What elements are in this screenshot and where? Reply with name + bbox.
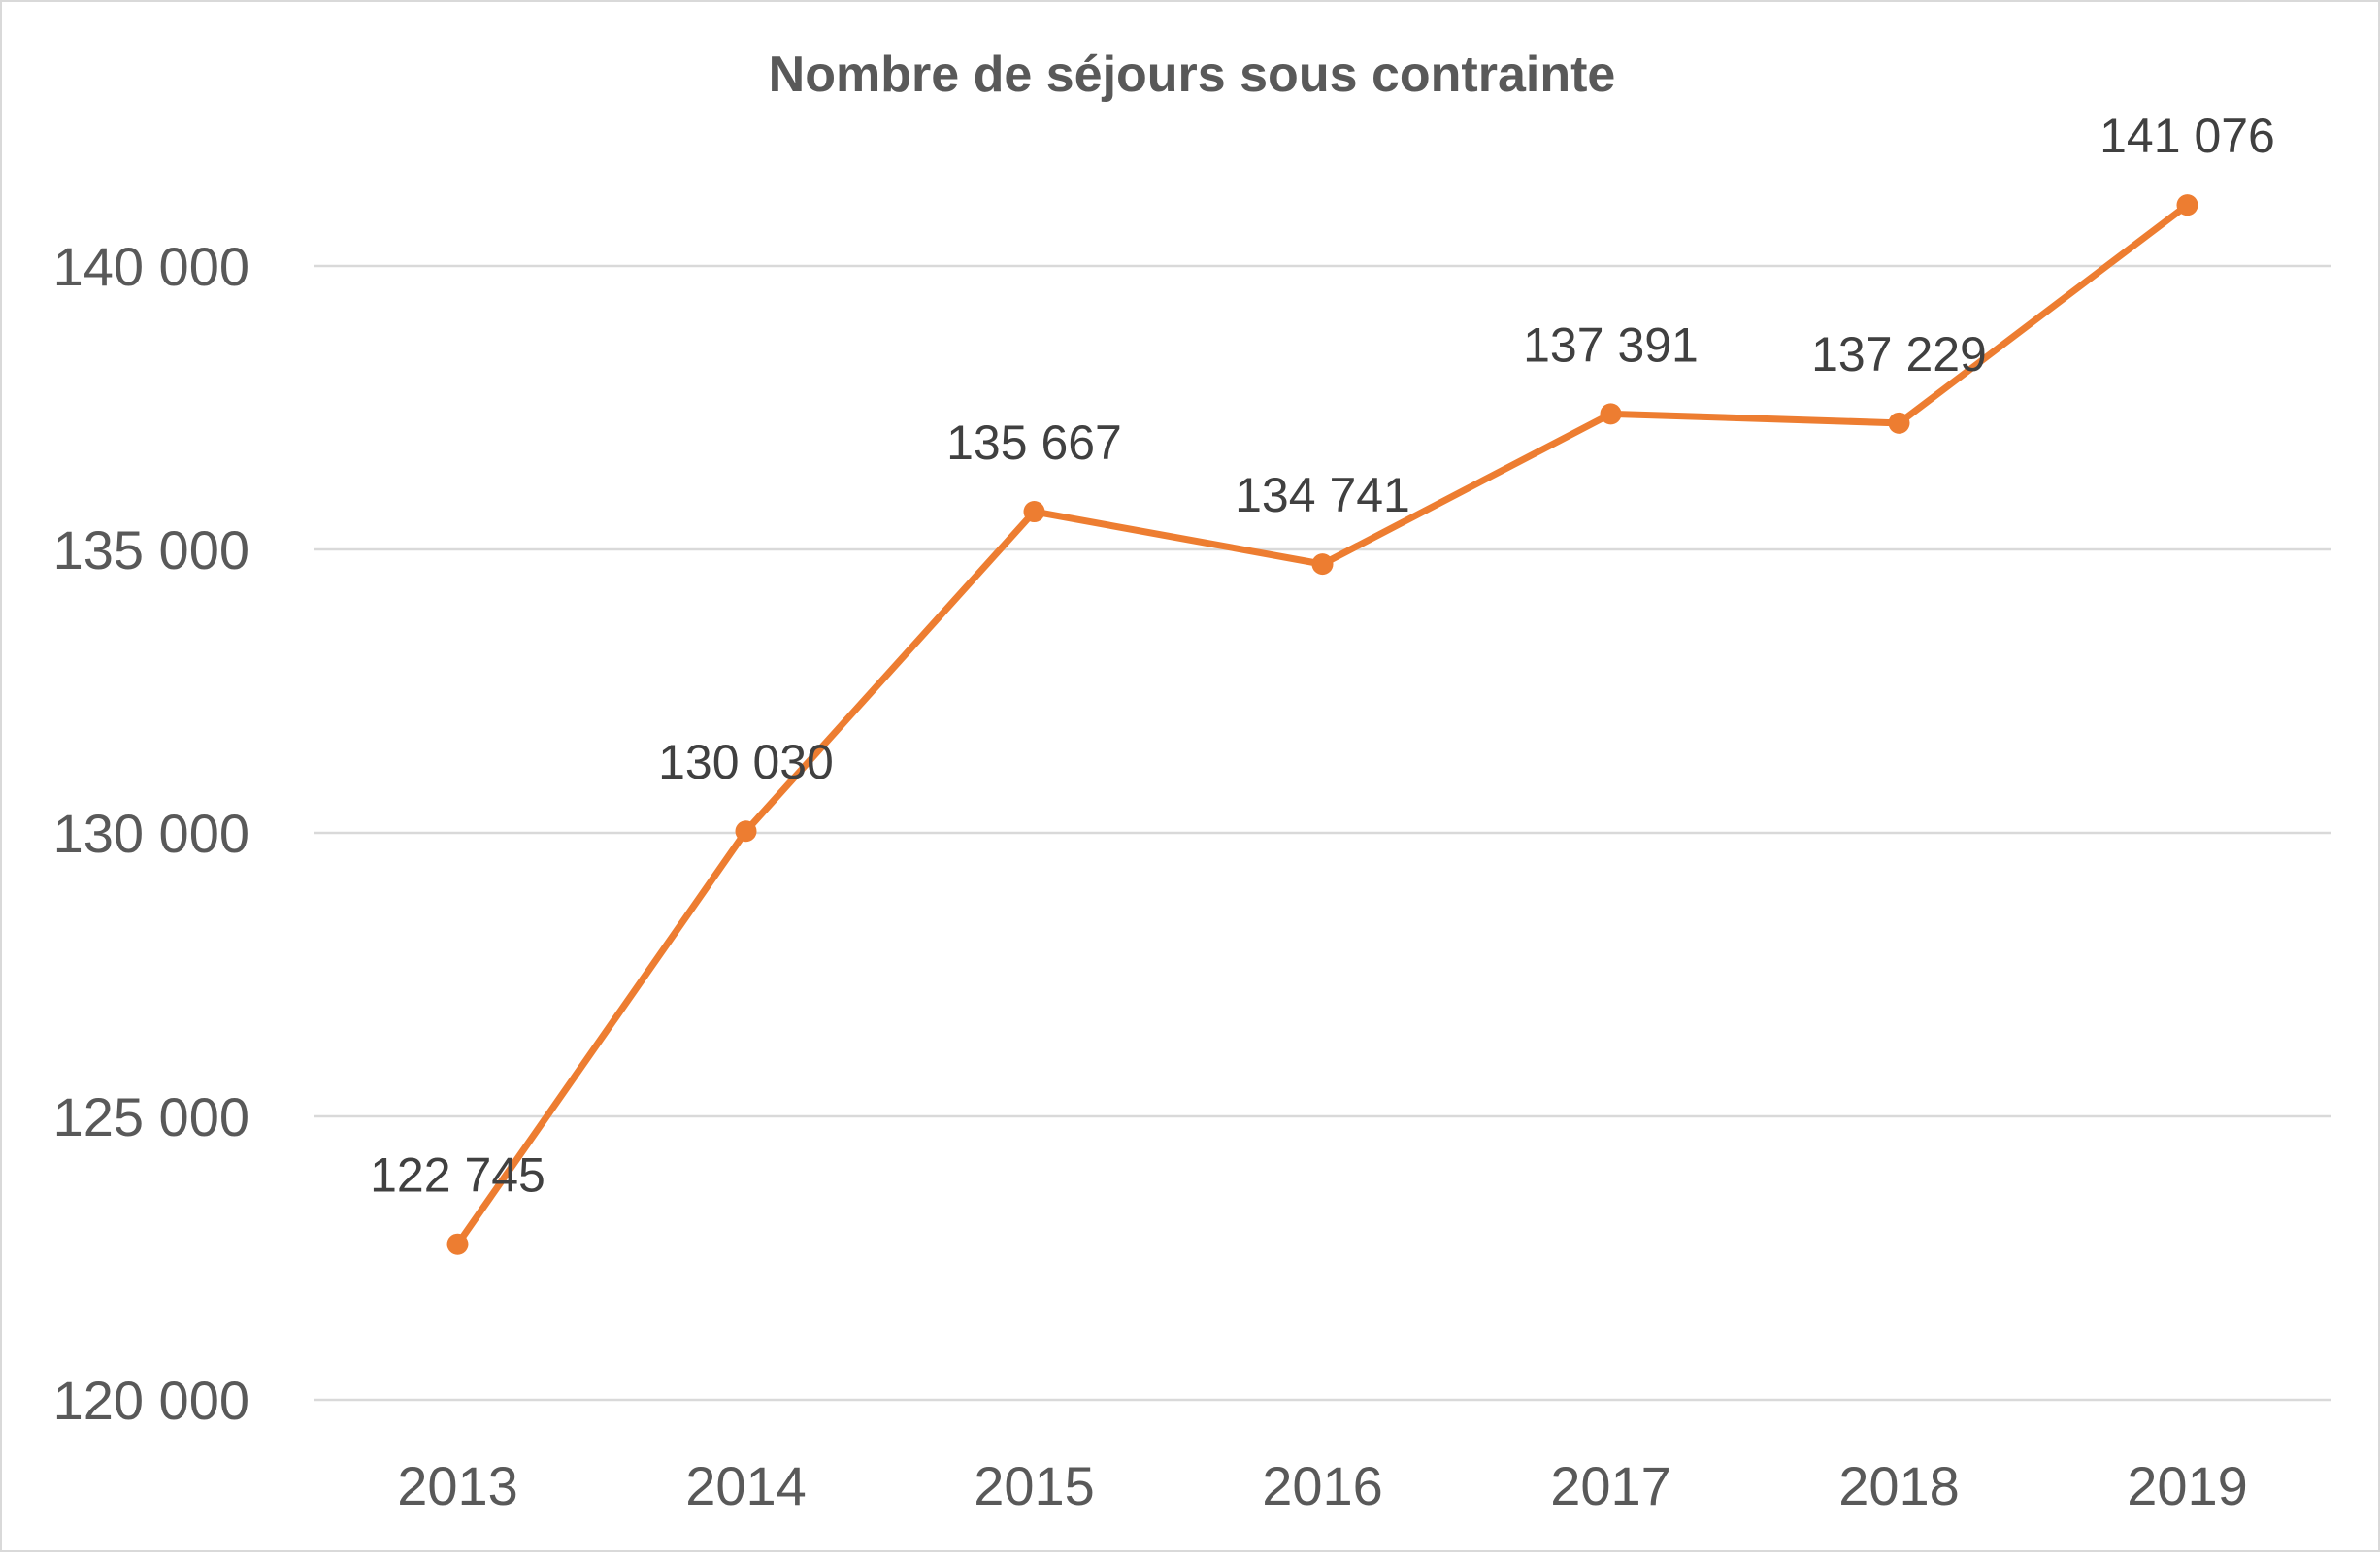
data-point (1311, 553, 1334, 576)
x-tick-label: 2019 (2127, 1455, 2248, 1516)
x-tick-label: 2016 (1262, 1455, 1383, 1516)
data-point (735, 820, 757, 843)
x-tick-label: 2018 (1838, 1455, 1960, 1516)
y-tick-label: 140 000 (53, 236, 249, 297)
data-point (1600, 403, 1622, 425)
y-tick-label: 130 000 (53, 803, 249, 864)
y-tick-label: 135 000 (53, 519, 249, 580)
data-label: 122 745 (370, 1148, 545, 1203)
x-tick-label: 2014 (685, 1455, 807, 1516)
x-tick-label: 2017 (1550, 1455, 1671, 1516)
data-point (1023, 501, 1045, 523)
data-label: 135 667 (946, 415, 1122, 470)
chart-title: Nombre de séjours sous contrainte (769, 47, 1616, 103)
data-label: 130 030 (658, 735, 834, 789)
x-tick-label: 2015 (974, 1455, 1095, 1516)
data-point (1888, 412, 1910, 434)
data-point (2176, 194, 2198, 216)
data-label: 137 391 (1523, 317, 1699, 372)
data-label: 137 229 (1811, 327, 1987, 381)
data-point (446, 1233, 469, 1255)
y-tick-label: 120 000 (53, 1370, 249, 1431)
y-tick-label: 125 000 (53, 1086, 249, 1147)
data-label: 134 741 (1235, 468, 1410, 522)
x-tick-label: 2013 (397, 1455, 518, 1516)
data-label: 141 076 (2099, 109, 2275, 163)
